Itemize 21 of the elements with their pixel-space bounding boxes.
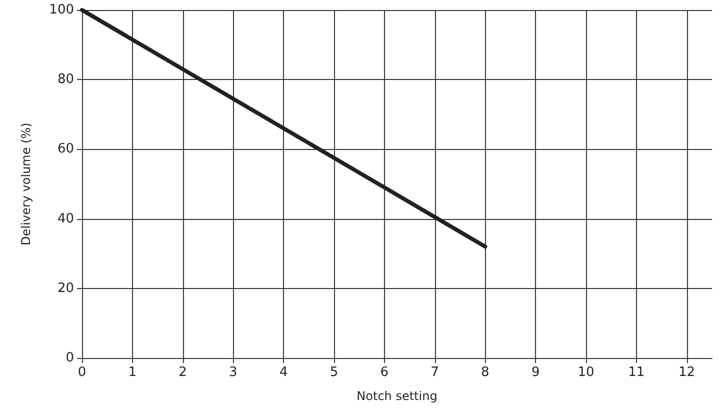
x-tick-label: 5 [330,365,338,380]
y-axis-title: Delivery volume (%) [19,122,33,246]
y-tick-label: 100 [49,2,74,18]
x-tick-label: 2 [178,365,187,380]
x-tick-label: 0 [78,365,86,380]
x-tick-label: 11 [628,365,645,380]
x-tick-label: 1 [128,365,137,380]
x-axis-title: Notch setting [356,389,438,403]
x-tick-label: 3 [229,365,238,380]
x-tick-label: 9 [531,365,540,380]
y-tick-label: 40 [57,211,74,226]
y-tick-label: 60 [57,142,74,157]
x-tick-label: 8 [481,365,490,380]
x-tick-label: 4 [279,365,288,380]
x-tick-label: 7 [430,365,439,380]
y-tick-label: 0 [66,350,74,366]
y-tick-label: 20 [57,280,74,296]
x-tick-label: 6 [380,365,389,380]
y-tick-label: 80 [57,72,74,88]
x-tick-label: 10 [578,365,594,380]
x-tick-label: 12 [678,365,696,380]
